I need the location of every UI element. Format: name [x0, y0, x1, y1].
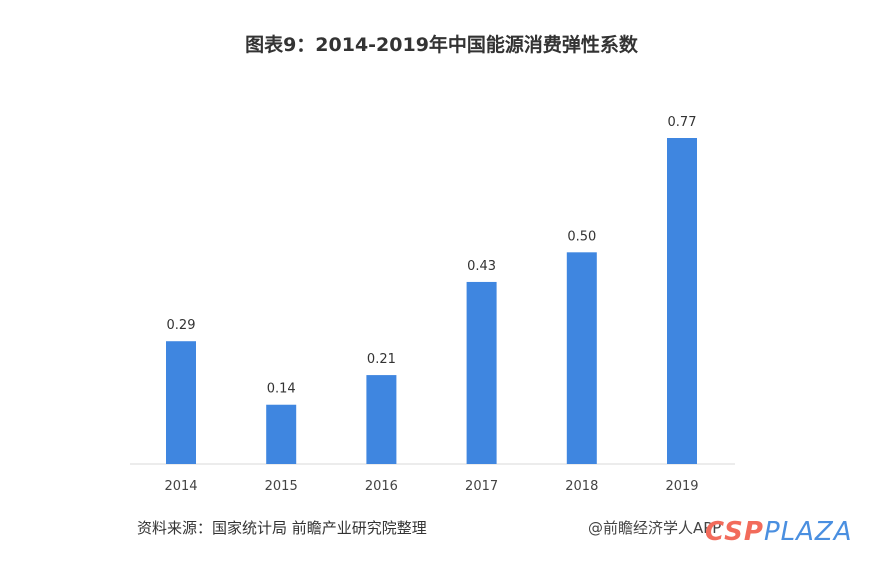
watermark-logo: CSPPLAZA	[705, 517, 853, 547]
bar-2014	[166, 341, 196, 464]
bar-2017	[466, 281, 497, 464]
x-tick-label-2014: 2014	[164, 479, 197, 494]
x-tick-label-2017: 2017	[465, 479, 498, 494]
x-tick-label-2018: 2018	[565, 479, 598, 494]
bar-2015	[266, 404, 297, 464]
bar-2019	[667, 138, 697, 464]
chart-title: 图表9：2014-2019年中国能源消费弹性系数	[245, 34, 638, 56]
data-label-2016: 0.21	[367, 352, 396, 367]
bar-2016	[366, 375, 397, 464]
credit-note: @前瞻经济学人APP	[588, 519, 722, 537]
data-label-2018: 0.50	[567, 229, 596, 244]
data-label-2015: 0.14	[267, 382, 296, 397]
x-tick-label-2019: 2019	[665, 479, 698, 494]
x-tick-label-2015: 2015	[265, 479, 298, 494]
bar-2018	[566, 252, 597, 464]
data-label-2014: 0.29	[167, 318, 196, 333]
data-label-2019: 0.77	[668, 115, 697, 130]
source-note: 资料来源：国家统计局 前瞻产业研究院整理	[137, 519, 427, 537]
x-tick-label-2016: 2016	[365, 479, 398, 494]
data-label-2017: 0.43	[467, 259, 496, 274]
